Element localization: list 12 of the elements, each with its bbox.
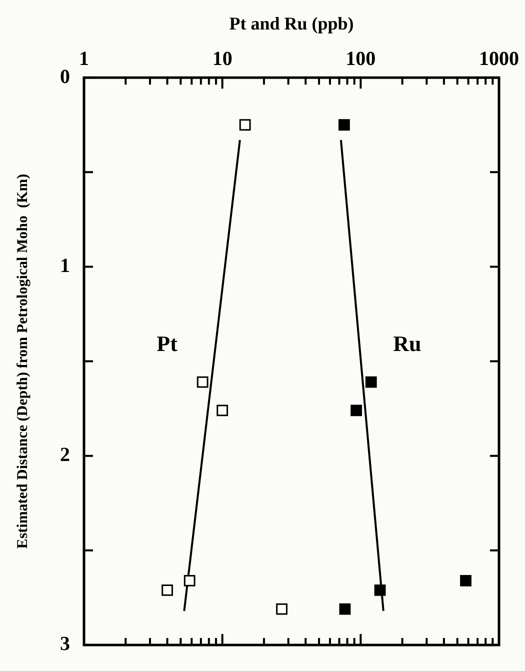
series-label: Ru bbox=[393, 331, 422, 356]
x-tick-label: 100 bbox=[346, 48, 376, 70]
x-tick-label: 1 bbox=[79, 48, 89, 70]
y-tick-label: 0 bbox=[60, 66, 70, 88]
y-tick-label: 1 bbox=[60, 254, 70, 277]
x-axis-title: Pt and Ru (ppb) bbox=[229, 13, 354, 34]
series-label: Pt bbox=[156, 331, 178, 356]
y-tick-label: 3 bbox=[60, 633, 70, 656]
y-tick-label: 2 bbox=[60, 444, 70, 466]
y-axis-title: Estimated Distance (Depth) from Petrological Moho (Km) bbox=[14, 174, 31, 549]
x-tick-label: 1000 bbox=[479, 48, 519, 70]
x-tick-label: 10 bbox=[212, 48, 232, 70]
